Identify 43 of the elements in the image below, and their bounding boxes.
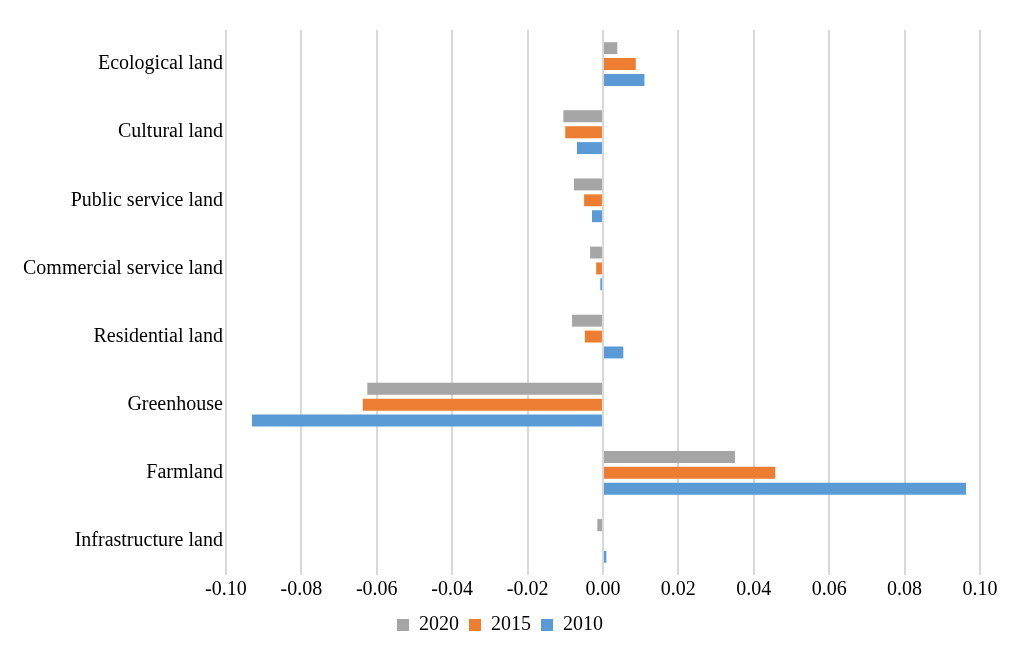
bar <box>603 466 776 479</box>
legend-label: 2020 <box>419 612 459 635</box>
y-tick-label: Ecological land <box>97 51 223 75</box>
x-tick-label: -0.06 <box>355 577 398 600</box>
bar <box>592 210 602 223</box>
bar <box>362 398 602 411</box>
y-tick-label: Farmland <box>146 460 223 483</box>
x-tick-label: 0.08 <box>887 577 923 600</box>
y-tick-label: Commercial service land <box>23 255 223 278</box>
bar <box>603 58 636 71</box>
x-tick-label: -0.08 <box>280 577 323 600</box>
bar <box>603 346 624 359</box>
y-tick-label: Public service land <box>70 187 223 210</box>
bar <box>565 126 602 139</box>
bar <box>573 178 602 191</box>
bar <box>367 382 602 395</box>
x-tick-label: 0.02 <box>660 577 696 600</box>
x-tick-label: 0.00 <box>585 577 621 600</box>
legend-label: 2015 <box>491 612 531 635</box>
bar <box>603 74 645 86</box>
bar <box>590 246 602 259</box>
y-tick-label: Greenhouse <box>127 391 224 414</box>
y-tick-label: Cultural land <box>117 119 223 142</box>
bar <box>251 414 602 427</box>
x-tick-label: -0.04 <box>431 577 473 600</box>
bar <box>584 330 602 343</box>
x-tick-label: -0.02 <box>506 577 549 600</box>
bar <box>597 519 602 531</box>
bar <box>584 194 602 207</box>
bar <box>603 482 967 495</box>
y-tick-label: Infrastructure land <box>74 528 223 551</box>
bar <box>572 314 602 327</box>
bar <box>603 42 618 55</box>
x-tick-label: 0.06 <box>811 577 847 600</box>
legend-label: 2010 <box>563 612 603 635</box>
y-tick-label: Residential land <box>93 323 223 346</box>
bar <box>603 450 735 463</box>
bar <box>563 110 602 123</box>
bar <box>576 142 602 155</box>
x-tick-label: 0.10 <box>962 577 998 600</box>
x-tick-label: -0.10 <box>205 577 247 600</box>
bar <box>596 262 602 275</box>
x-tick-label: 0.04 <box>736 577 772 600</box>
